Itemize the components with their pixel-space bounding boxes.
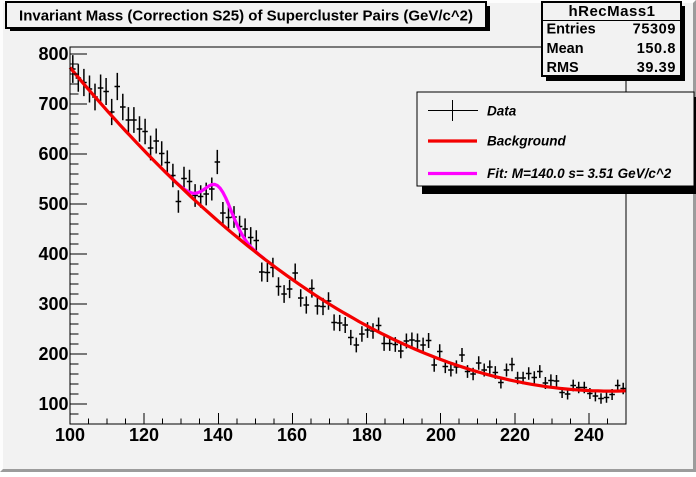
svg-text:180: 180	[352, 425, 382, 445]
svg-text:140: 140	[203, 425, 233, 445]
svg-text:100: 100	[55, 425, 85, 445]
svg-text:Invariant Mass (Correction S25: Invariant Mass (Correction S25) of Super…	[19, 8, 473, 25]
svg-text:700: 700	[38, 94, 68, 114]
svg-text:Data: Data	[487, 104, 517, 119]
svg-text:200: 200	[38, 344, 68, 364]
svg-text:39.39: 39.39	[637, 60, 676, 76]
svg-text:160: 160	[277, 425, 307, 445]
svg-text:240: 240	[574, 425, 604, 445]
svg-text:RMS: RMS	[547, 60, 580, 76]
svg-text:100: 100	[38, 394, 68, 414]
svg-text:150.8: 150.8	[637, 41, 676, 57]
svg-text:600: 600	[38, 144, 68, 164]
svg-text:75309: 75309	[633, 22, 676, 38]
svg-text:400: 400	[38, 244, 68, 264]
svg-text:Entries: Entries	[547, 22, 596, 38]
svg-text:120: 120	[129, 425, 159, 445]
svg-text:500: 500	[38, 194, 68, 214]
svg-text:800: 800	[38, 44, 68, 64]
svg-text:300: 300	[38, 294, 68, 314]
svg-text:hRecMass1: hRecMass1	[568, 3, 655, 20]
svg-text:Background: Background	[487, 134, 567, 149]
svg-text:220: 220	[500, 425, 530, 445]
svg-text:200: 200	[426, 425, 456, 445]
svg-text:Fit: M=140.0 s= 3.51 GeV/c^2: Fit: M=140.0 s= 3.51 GeV/c^2	[487, 166, 672, 181]
svg-text:Mean: Mean	[547, 41, 584, 57]
